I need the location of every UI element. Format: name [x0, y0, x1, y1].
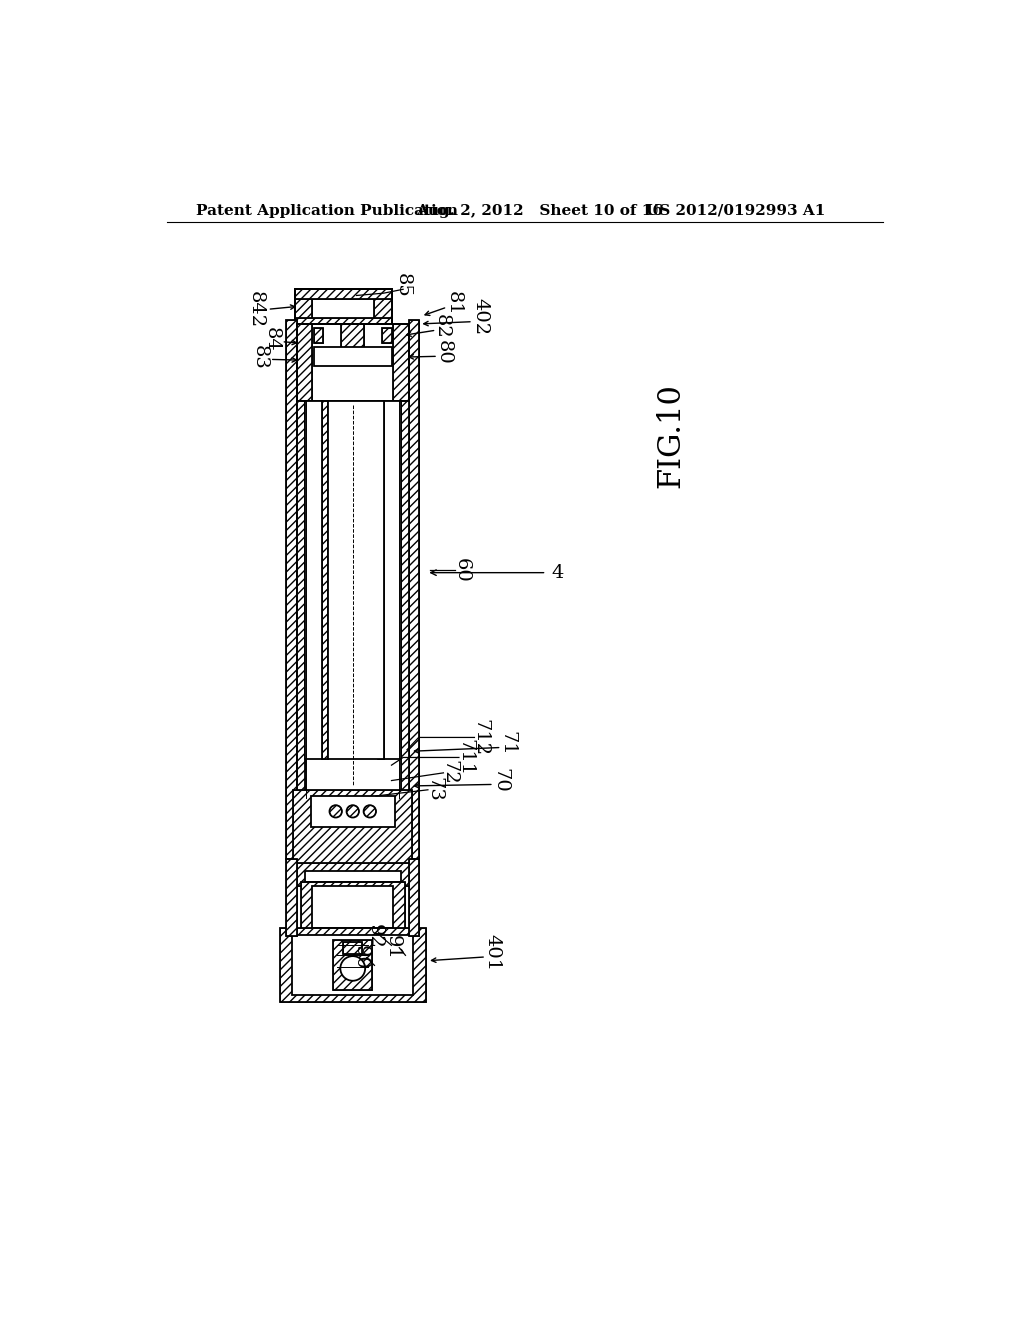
- Text: 711: 711: [456, 739, 474, 776]
- Bar: [334, 940, 372, 990]
- Text: 712: 712: [472, 719, 489, 756]
- Bar: [382, 327, 391, 343]
- Bar: [293, 789, 413, 867]
- Bar: [286, 321, 297, 859]
- Bar: [378, 401, 384, 759]
- Bar: [314, 347, 391, 367]
- Bar: [295, 318, 391, 323]
- Bar: [375, 289, 391, 323]
- Bar: [295, 318, 391, 323]
- Bar: [341, 323, 365, 359]
- Text: 401: 401: [483, 935, 502, 972]
- Text: 82: 82: [433, 314, 451, 339]
- Bar: [297, 323, 312, 401]
- Text: 83: 83: [251, 345, 268, 370]
- Bar: [311, 796, 394, 826]
- Text: 402: 402: [472, 298, 489, 335]
- Bar: [393, 323, 409, 401]
- Bar: [297, 401, 305, 797]
- Circle shape: [340, 956, 366, 981]
- Bar: [297, 323, 312, 401]
- Text: 842: 842: [247, 290, 265, 327]
- Bar: [382, 327, 391, 343]
- Bar: [295, 289, 391, 323]
- Text: 60: 60: [453, 558, 470, 582]
- Bar: [343, 942, 362, 954]
- Circle shape: [364, 805, 376, 817]
- Bar: [295, 289, 391, 298]
- Bar: [295, 289, 391, 298]
- Text: 91: 91: [384, 935, 402, 960]
- Text: 92: 92: [366, 924, 383, 949]
- Circle shape: [346, 805, 359, 817]
- Text: US 2012/0192993 A1: US 2012/0192993 A1: [646, 203, 825, 218]
- Bar: [314, 327, 324, 343]
- Bar: [305, 401, 322, 759]
- Text: 84: 84: [262, 327, 281, 351]
- Bar: [293, 863, 413, 886]
- Bar: [293, 863, 413, 886]
- Bar: [328, 401, 384, 759]
- Bar: [343, 942, 362, 954]
- Text: 85: 85: [394, 273, 412, 298]
- Text: 90: 90: [351, 945, 370, 970]
- Bar: [384, 401, 400, 759]
- Bar: [286, 321, 297, 859]
- Text: Aug. 2, 2012   Sheet 10 of 16: Aug. 2, 2012 Sheet 10 of 16: [417, 203, 664, 218]
- Bar: [295, 289, 312, 323]
- Text: FIG.10: FIG.10: [655, 383, 686, 488]
- Bar: [297, 401, 305, 797]
- Bar: [280, 928, 426, 1002]
- Bar: [322, 401, 328, 759]
- Bar: [301, 882, 404, 932]
- Bar: [400, 401, 409, 797]
- Bar: [280, 928, 426, 1002]
- Text: 73: 73: [425, 777, 443, 803]
- Text: 71: 71: [499, 731, 517, 756]
- Bar: [286, 859, 297, 936]
- Bar: [295, 289, 312, 323]
- Text: 80: 80: [435, 341, 454, 364]
- Bar: [409, 859, 420, 936]
- Bar: [322, 401, 328, 759]
- Bar: [312, 886, 393, 928]
- Text: 72: 72: [440, 760, 459, 785]
- Bar: [409, 859, 420, 936]
- Circle shape: [330, 805, 342, 817]
- Bar: [314, 327, 324, 343]
- Bar: [341, 323, 365, 359]
- Bar: [400, 401, 409, 797]
- Bar: [393, 323, 409, 401]
- Bar: [378, 401, 384, 759]
- Bar: [293, 789, 413, 867]
- Bar: [409, 321, 420, 859]
- Bar: [286, 859, 297, 936]
- Bar: [301, 882, 404, 932]
- Text: 81: 81: [444, 290, 463, 315]
- Text: 70: 70: [490, 768, 509, 793]
- Bar: [305, 871, 400, 882]
- Bar: [292, 935, 414, 995]
- Bar: [334, 940, 372, 990]
- Bar: [409, 321, 420, 859]
- Text: 4: 4: [552, 564, 564, 582]
- Bar: [297, 323, 409, 401]
- Bar: [375, 289, 391, 323]
- Text: Patent Application Publication: Patent Application Publication: [197, 203, 458, 218]
